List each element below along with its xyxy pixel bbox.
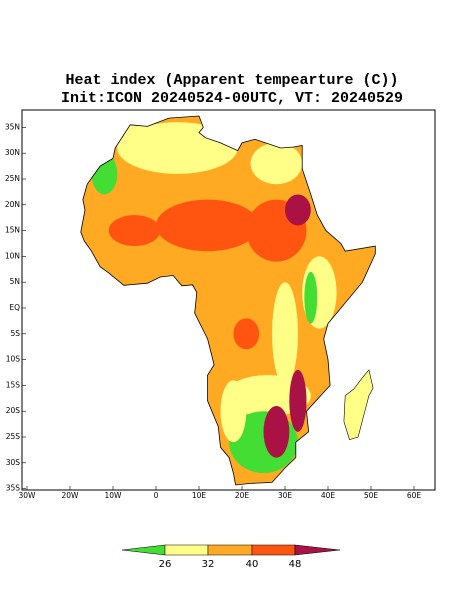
colorbar-swatch xyxy=(207,544,253,556)
heat-region xyxy=(108,215,161,247)
heat-region xyxy=(91,153,118,195)
map-frame xyxy=(21,109,436,491)
lon-tick-label: 20W xyxy=(62,491,80,500)
title-line: Heat index (Apparent tempearture (C)) xyxy=(65,72,398,89)
lon-tick-label: 20E xyxy=(235,491,250,500)
colorbar-swatch xyxy=(251,544,296,556)
heat-region xyxy=(233,318,260,350)
colorbar-label: 40 xyxy=(246,559,259,570)
lon-tick-label: 50E xyxy=(364,491,379,500)
heat-region xyxy=(263,406,290,458)
lat-tick-label: 10N xyxy=(5,251,20,260)
heat-region xyxy=(285,194,311,226)
heat-region xyxy=(289,369,307,432)
lon-tick-label: 60E xyxy=(407,491,422,500)
lat-tick-label: 20N xyxy=(5,200,20,209)
lat-tick-label: 15N xyxy=(5,226,20,235)
colorbar: 26 32 40 48 xyxy=(121,544,341,570)
colorbar-label: 48 xyxy=(289,559,302,570)
heat-region xyxy=(113,122,156,154)
lat-tick-label: 35S xyxy=(6,484,21,493)
subtitle-line: Init:ICON 20240524-00UTC, VT: 20240529 xyxy=(61,90,403,107)
heat-region xyxy=(156,199,260,252)
colorbar-swatch xyxy=(121,544,166,556)
lon-tick-label: 0 xyxy=(154,491,159,500)
colorbar-swatch xyxy=(294,544,341,556)
colorbar-label: 26 xyxy=(159,559,172,570)
heat-region xyxy=(272,282,298,386)
lon-tick-label: 30W xyxy=(19,491,37,500)
lat-tick-label: EQ xyxy=(9,303,20,312)
lat-tick-label: 25N xyxy=(5,174,20,183)
lon-tick-label: 40E xyxy=(321,491,336,500)
heat-region xyxy=(220,380,247,443)
lat-tick-label: 35N xyxy=(5,122,20,131)
lon-tick-label: 10E xyxy=(192,491,207,500)
map: 30W 20W 10W 0 10E 20E 30E 40E 50E 60E 35N 30N 25N 20N… xyxy=(5,115,422,500)
lat-tick-label: 30S xyxy=(6,458,21,467)
lon-tick-label: 30E xyxy=(278,491,293,500)
lat-tick-label: 20S xyxy=(6,406,21,415)
colorbar-label: 32 xyxy=(202,559,215,570)
heat-region xyxy=(250,142,303,185)
heat-region xyxy=(304,271,318,324)
lat-tick-label: 30N xyxy=(5,148,20,157)
lat-tick-label: 10S xyxy=(6,355,21,364)
island xyxy=(343,369,374,440)
lat-tick-label: 5S xyxy=(10,329,20,338)
lat-tick-label: 15S xyxy=(6,380,21,389)
coastline xyxy=(80,115,376,486)
lat-tick-label: 5N xyxy=(10,277,20,286)
heat-region xyxy=(224,375,311,417)
colorbar-swatch xyxy=(164,544,209,556)
lon-tick-label: 10W xyxy=(105,491,123,500)
lat-tick-label: 25S xyxy=(6,432,21,441)
